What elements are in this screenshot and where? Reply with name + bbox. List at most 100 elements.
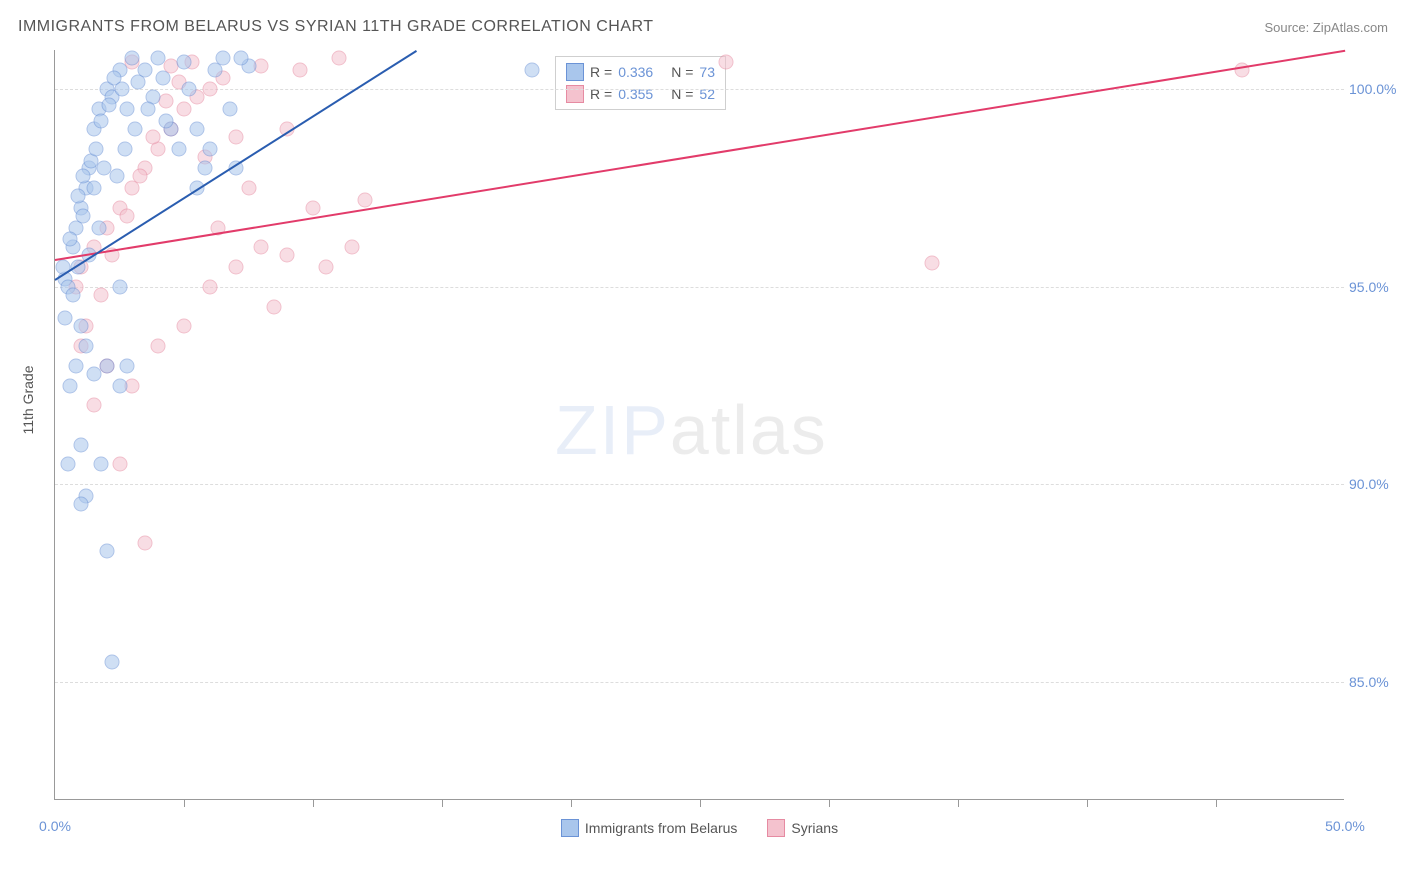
point-a <box>91 220 106 235</box>
point-a <box>120 102 135 117</box>
xtick <box>700 799 701 807</box>
point-a <box>156 70 171 85</box>
point-b <box>228 260 243 275</box>
point-b <box>94 287 109 302</box>
point-b <box>718 54 733 69</box>
swatch-b <box>566 85 584 103</box>
point-a <box>158 114 173 129</box>
point-a <box>197 161 212 176</box>
point-b <box>158 94 173 109</box>
xtick-label: 0.0% <box>39 818 71 834</box>
point-a <box>525 62 540 77</box>
legend-label-a: Immigrants from Belarus <box>585 820 737 836</box>
point-a <box>73 437 88 452</box>
point-b <box>344 240 359 255</box>
point-a <box>104 654 119 669</box>
source-label: Source: ZipAtlas.com <box>1264 20 1388 35</box>
watermark: ZIPatlas <box>555 390 828 470</box>
point-a <box>86 181 101 196</box>
point-b <box>925 256 940 271</box>
correlation-legend: R =0.336 N =73 R =0.355 N =52 <box>555 56 726 110</box>
xtick <box>1216 799 1217 807</box>
point-a <box>120 358 135 373</box>
point-a <box>60 457 75 472</box>
legend-row-a: R =0.336 N =73 <box>566 61 715 83</box>
point-b <box>133 169 148 184</box>
point-a <box>68 358 83 373</box>
point-a <box>99 358 114 373</box>
legend-label-b: Syrians <box>791 820 838 836</box>
point-a <box>109 169 124 184</box>
point-a <box>115 82 130 97</box>
point-b <box>228 129 243 144</box>
point-a <box>76 208 91 223</box>
xtick <box>184 799 185 807</box>
swatch-a <box>566 63 584 81</box>
xtick <box>1087 799 1088 807</box>
point-b <box>202 82 217 97</box>
legend-item-b: Syrians <box>767 819 838 837</box>
point-a <box>73 496 88 511</box>
point-a <box>171 141 186 156</box>
point-a <box>73 319 88 334</box>
point-a <box>177 54 192 69</box>
ytick-label: 85.0% <box>1349 674 1404 690</box>
xtick-label: 50.0% <box>1325 818 1365 834</box>
gridline-h <box>55 287 1344 288</box>
point-a <box>89 141 104 156</box>
point-b <box>293 62 308 77</box>
point-b <box>306 200 321 215</box>
point-b <box>331 50 346 65</box>
point-a <box>63 232 78 247</box>
point-a <box>66 287 81 302</box>
series-legend: Immigrants from Belarus Syrians <box>55 819 1344 837</box>
point-a <box>130 74 145 89</box>
ytick-label: 100.0% <box>1349 81 1404 97</box>
point-a <box>202 141 217 156</box>
point-b <box>254 240 269 255</box>
point-b <box>125 378 140 393</box>
point-a <box>127 121 142 136</box>
xtick <box>571 799 572 807</box>
gridline-h <box>55 484 1344 485</box>
point-a <box>94 457 109 472</box>
plot-area: ZIPatlas R =0.336 N =73 R =0.355 N =52 I… <box>54 50 1344 800</box>
point-b <box>86 398 101 413</box>
ytick-label: 90.0% <box>1349 476 1404 492</box>
point-b <box>120 208 135 223</box>
point-a <box>207 62 222 77</box>
header: IMMIGRANTS FROM BELARUS VS SYRIAN 11TH G… <box>18 18 1388 36</box>
xtick <box>442 799 443 807</box>
point-a <box>78 339 93 354</box>
ytick-label: 95.0% <box>1349 279 1404 295</box>
point-b <box>151 339 166 354</box>
point-b <box>318 260 333 275</box>
point-b <box>138 536 153 551</box>
point-b <box>254 58 269 73</box>
point-b <box>241 181 256 196</box>
point-b <box>177 319 192 334</box>
point-a <box>102 98 117 113</box>
point-a <box>58 311 73 326</box>
legend-row-b: R =0.355 N =52 <box>566 83 715 105</box>
point-a <box>151 50 166 65</box>
point-a <box>63 378 78 393</box>
point-b <box>280 248 295 263</box>
point-b <box>202 279 217 294</box>
xtick <box>829 799 830 807</box>
point-a <box>233 50 248 65</box>
point-a <box>112 378 127 393</box>
point-a <box>140 102 155 117</box>
gridline-h <box>55 89 1344 90</box>
gridline-h <box>55 682 1344 683</box>
point-a <box>112 279 127 294</box>
point-a <box>189 121 204 136</box>
y-axis-title: 11th Grade <box>20 365 36 434</box>
point-b <box>177 102 192 117</box>
point-b <box>112 457 127 472</box>
point-b <box>267 299 282 314</box>
chart-title: IMMIGRANTS FROM BELARUS VS SYRIAN 11TH G… <box>18 18 654 36</box>
point-a <box>94 114 109 129</box>
xtick <box>958 799 959 807</box>
point-a <box>117 141 132 156</box>
